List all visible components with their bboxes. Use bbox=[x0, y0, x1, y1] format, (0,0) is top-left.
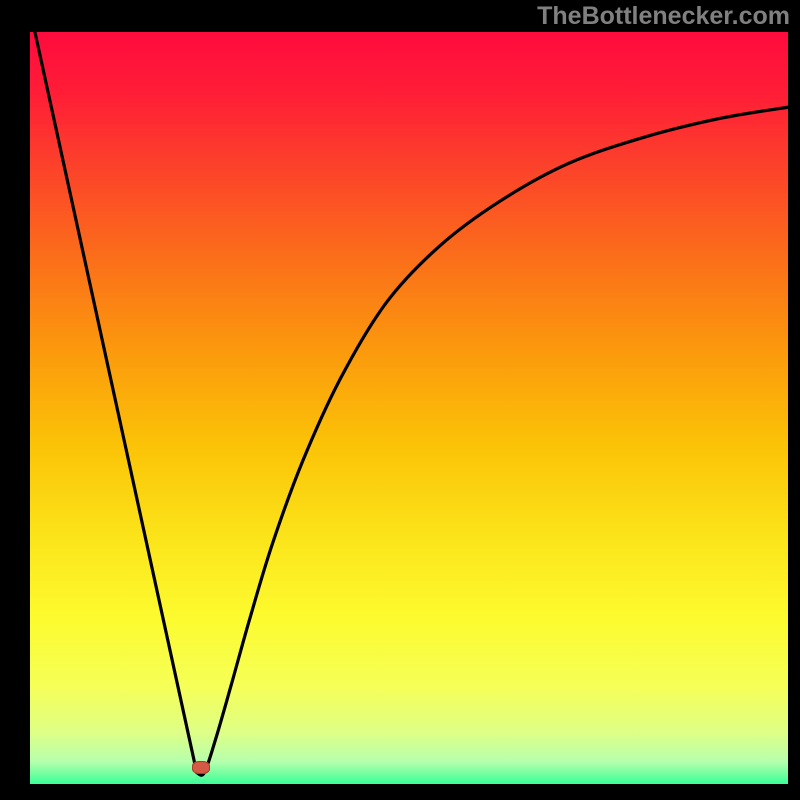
watermark-text: TheBottlenecker.com bbox=[537, 2, 790, 31]
bottleneck-curve bbox=[30, 32, 788, 784]
plot-area bbox=[30, 32, 788, 784]
curve-path bbox=[30, 32, 788, 775]
chart-container: TheBottlenecker.com bbox=[0, 0, 800, 800]
optimal-point-marker bbox=[192, 761, 210, 774]
